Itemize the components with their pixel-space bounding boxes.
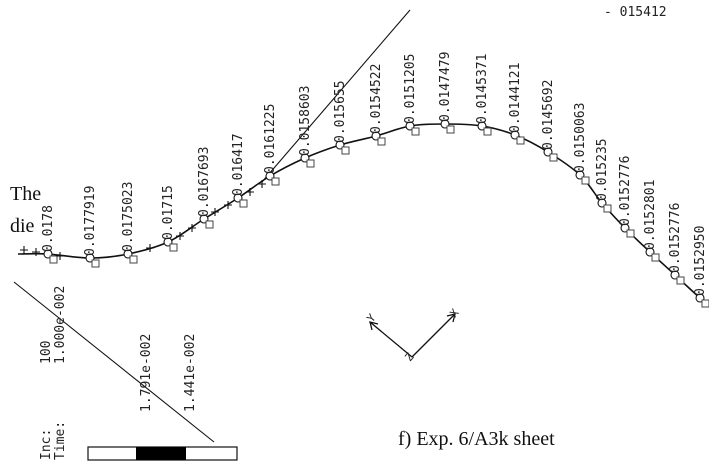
- node-square-marker: [411, 127, 420, 136]
- contact-plus-marker: [20, 246, 28, 254]
- scale-bar-dark-segment: [136, 447, 186, 460]
- node-value-label: 0.0177919: [83, 186, 98, 256]
- time-label: Time:: [53, 421, 68, 460]
- node-value-label: 0.0151205: [403, 54, 418, 124]
- lower-diagonal-line: [13, 281, 215, 443]
- time-value: 1.000e-002: [53, 286, 68, 364]
- node-square-marker: [483, 127, 492, 136]
- node-square-marker: [377, 137, 386, 146]
- node-value-label: 0.0154522: [369, 64, 384, 134]
- node-value-label: 0.0145692: [541, 80, 556, 150]
- node-square-marker: [129, 255, 138, 264]
- axis-triad: [369, 313, 456, 358]
- inc-label: Inc:: [39, 429, 54, 460]
- node-value-label: 0.0161225: [263, 104, 278, 174]
- y-axis-line: [369, 321, 413, 358]
- node-square-marker: [701, 299, 709, 308]
- z-axis-letter: Z: [402, 350, 416, 364]
- node-value-label: 0.0144121: [508, 63, 523, 133]
- contact-plus-marker: [224, 201, 232, 209]
- node-square-marker: [169, 243, 178, 252]
- x-axis-arrow: [446, 313, 456, 323]
- scale-min-value: 1.441e-002: [183, 334, 198, 412]
- side-text-line-1: The: [10, 183, 41, 205]
- contact-plus-marker: [211, 208, 219, 216]
- node-square-marker: [239, 199, 248, 208]
- node-square-marker: [549, 153, 558, 162]
- node-square-marker: [676, 276, 685, 285]
- upper-diagonal-line: [261, 9, 411, 183]
- node-square-marker: [516, 136, 525, 145]
- y-axis-letter: Y: [364, 311, 378, 325]
- node-value-label: 0.016417: [231, 133, 246, 196]
- figure-caption: f) Exp. 6/A3k sheet: [398, 428, 555, 450]
- node-value-label: 0.0152801: [643, 180, 658, 250]
- node-value-label: 0.0152950: [693, 226, 708, 296]
- corner-value-label: - 015412: [604, 5, 667, 20]
- y-axis-arrow: [369, 321, 379, 331]
- node-square-marker: [581, 176, 590, 185]
- node-square-marker: [626, 229, 635, 238]
- node-value-label: 0.015235: [595, 138, 610, 201]
- node-value-label: 0.0150063: [573, 103, 588, 173]
- contact-plus-marker: [258, 180, 266, 188]
- node-square-marker: [205, 220, 214, 229]
- contact-plus-marker: [32, 248, 40, 256]
- inc-value: 100: [39, 341, 54, 364]
- contact-plus-marker: [56, 252, 64, 260]
- node-value-label: 0.0178: [41, 205, 56, 252]
- side-text-line-2: die: [10, 215, 35, 237]
- node-square-marker: [446, 125, 455, 134]
- node-value-labels: 0.0178 0.0177919 0.0175023 0.01715 0.0167693…: [41, 52, 708, 296]
- contact-plus-marker: [246, 188, 254, 196]
- contact-plus-marker: [188, 224, 196, 232]
- scale-max-value: 1.791e-002: [139, 334, 154, 412]
- contact-plus-marker: [146, 244, 154, 252]
- node-value-label: 0.015655: [333, 80, 348, 143]
- node-value-label: 0.0167693: [197, 147, 212, 217]
- node-square-marker: [91, 259, 100, 268]
- node-value-label: 0.0175023: [121, 182, 136, 252]
- node-square-marker: [603, 204, 612, 213]
- x-axis-line: [411, 313, 456, 358]
- node-square-marker: [306, 159, 315, 168]
- node-value-label: 0.0152776: [668, 203, 683, 273]
- node-value-label: 0.01715: [161, 185, 176, 240]
- node-markers: [20, 119, 709, 308]
- node-value-label: 0.0147479: [438, 52, 453, 122]
- node-square-marker: [341, 146, 350, 155]
- node-square-marker: [49, 255, 58, 264]
- x-axis-letter: X: [447, 306, 461, 320]
- node-value-label: 0.0145371: [475, 54, 490, 124]
- node-value-label: 0.0152776: [618, 156, 633, 226]
- contact-plus-marker: [176, 232, 184, 240]
- scale-bar: [87, 446, 238, 461]
- node-square-marker: [271, 177, 280, 186]
- node-square-marker: [651, 253, 660, 262]
- guide-lines: [13, 9, 411, 443]
- node-value-label: 0.0158603: [298, 86, 313, 156]
